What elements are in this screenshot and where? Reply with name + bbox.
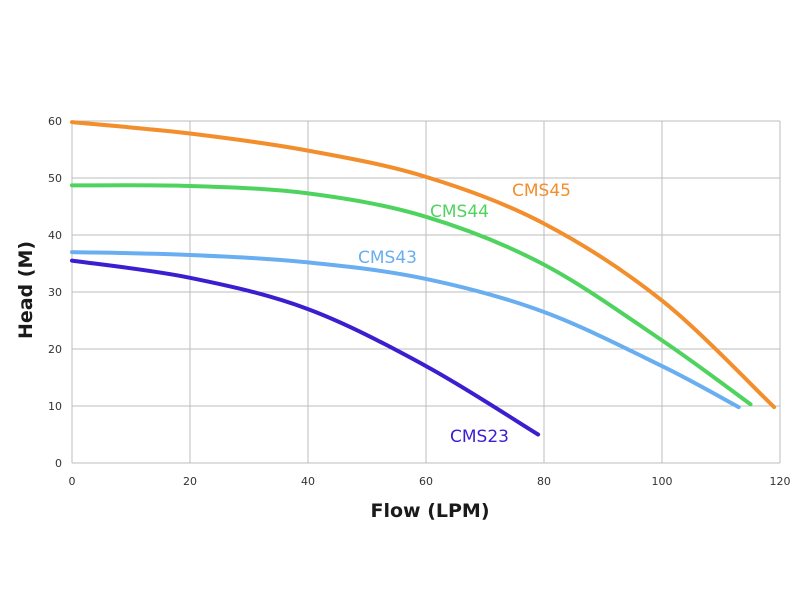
y-tick-label: 50 <box>48 172 62 185</box>
y-tick-label: 40 <box>48 229 62 242</box>
x-tick-label: 80 <box>537 475 551 488</box>
series-label-cms23: CMS23 <box>450 427 509 447</box>
series-label-layer: CMS45 CMS44 CMS43 CMS23 <box>358 181 571 447</box>
y-tick-label: 60 <box>48 115 62 128</box>
x-tick-label: 0 <box>69 475 76 488</box>
x-tick-label: 40 <box>301 475 315 488</box>
x-tick-label: 100 <box>652 475 673 488</box>
y-axis-title: Head (M) <box>15 241 37 339</box>
y-tick-label: 30 <box>48 286 62 299</box>
y-tick-label: 0 <box>55 457 62 470</box>
series-line-cms44 <box>70 183 753 407</box>
x-axis-title: Flow (LPM) <box>370 500 489 522</box>
x-tick-label: 60 <box>419 475 433 488</box>
series-line-cms45 <box>70 120 777 410</box>
x-tick-label: 120 <box>770 475 791 488</box>
x-tick-label: 20 <box>183 475 197 488</box>
series-layer <box>70 120 777 437</box>
series-line-cms23 <box>70 258 541 437</box>
series-label-cms44: CMS44 <box>430 202 489 222</box>
tick-label-layer: 0 10 20 30 40 50 60 0 20 40 60 80 100 120 <box>48 115 791 488</box>
series-label-cms43: CMS43 <box>358 248 417 268</box>
y-tick-label: 10 <box>48 400 62 413</box>
grid-layer <box>71 120 781 464</box>
y-tick-label: 20 <box>48 343 62 356</box>
series-label-cms45: CMS45 <box>512 181 571 201</box>
series-line-cms43 <box>70 250 741 410</box>
